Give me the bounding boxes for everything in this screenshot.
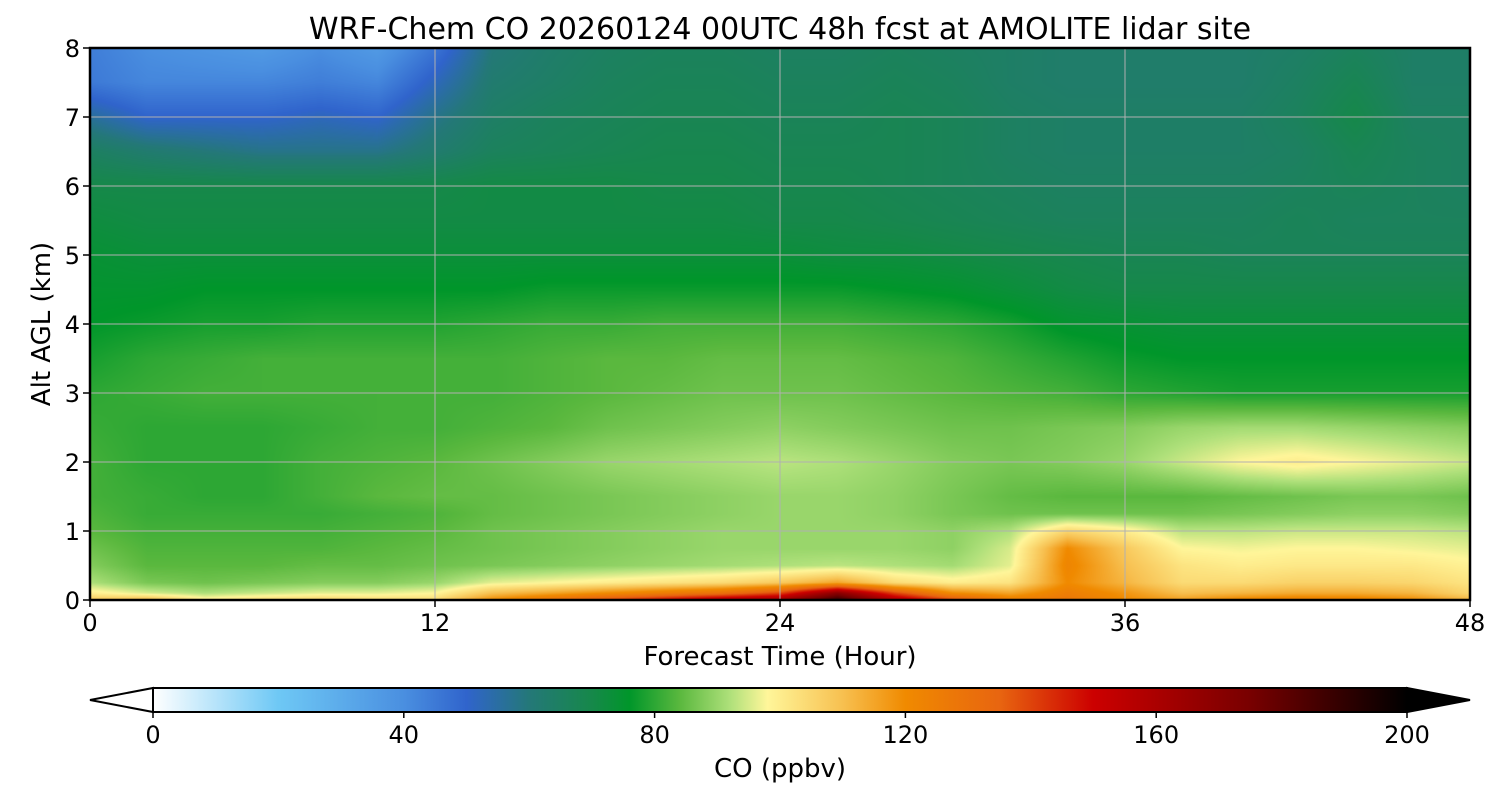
colorbar-scale bbox=[152, 687, 1408, 713]
colorbar: 0 40 80 120 160 200 CO (ppbv) bbox=[89, 686, 1471, 784]
x-axis-label: Forecast Time (Hour) bbox=[643, 642, 916, 672]
y-tick-label: 2 bbox=[65, 449, 80, 477]
grid-lines bbox=[90, 48, 1470, 600]
y-tick-label: 1 bbox=[65, 518, 80, 546]
colorbar-label: CO (ppbv) bbox=[714, 754, 846, 784]
colorbar-tick-label: 0 bbox=[145, 721, 160, 749]
y-tick-label: 3 bbox=[65, 380, 80, 408]
colorbar-extend-high bbox=[1406, 686, 1471, 714]
y-tick-label: 4 bbox=[65, 311, 80, 339]
chart-title: WRF-Chem CO 20260124 00UTC 48h fcst at A… bbox=[309, 12, 1251, 47]
y-axis-label: Alt AGL (km) bbox=[27, 242, 57, 406]
x-tick-label: 48 bbox=[1455, 609, 1486, 637]
x-tick-label: 36 bbox=[1110, 609, 1141, 637]
y-tick-label: 8 bbox=[65, 35, 80, 63]
colorbar-extend-low bbox=[89, 686, 154, 714]
x-axis: 0 12 24 36 48 bbox=[82, 600, 1485, 637]
colorbar-tick-label: 80 bbox=[639, 721, 670, 749]
y-tick-label: 0 bbox=[65, 587, 80, 615]
colorbar-tick-label: 120 bbox=[882, 721, 928, 749]
y-axis: 0 1 2 3 4 5 6 7 8 bbox=[65, 35, 90, 615]
x-tick-label: 0 bbox=[82, 609, 97, 637]
plot-area bbox=[88, 46, 1472, 602]
x-tick-label: 12 bbox=[420, 609, 451, 637]
y-tick-label: 7 bbox=[65, 104, 80, 132]
colorbar-tick-label: 40 bbox=[389, 721, 420, 749]
y-tick-label: 5 bbox=[65, 242, 80, 270]
y-tick-label: 6 bbox=[65, 173, 80, 201]
colorbar-tick-label: 200 bbox=[1384, 721, 1430, 749]
x-tick-label: 24 bbox=[765, 609, 796, 637]
colorbar-ticks: 0 40 80 120 160 200 bbox=[145, 712, 1430, 749]
colorbar-tick-label: 160 bbox=[1133, 721, 1179, 749]
